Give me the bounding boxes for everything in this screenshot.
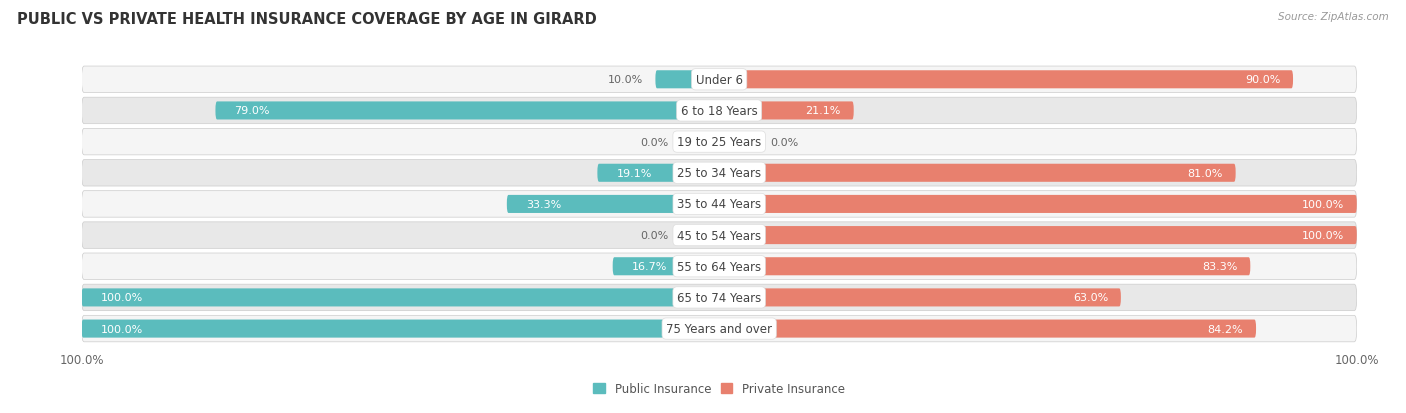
Text: 65 to 74 Years: 65 to 74 Years — [678, 291, 761, 304]
Text: 100.0%: 100.0% — [1302, 199, 1344, 209]
Text: 33.3%: 33.3% — [526, 199, 561, 209]
FancyBboxPatch shape — [82, 129, 1357, 155]
Text: 83.3%: 83.3% — [1202, 261, 1237, 272]
Text: 0.0%: 0.0% — [770, 137, 799, 147]
FancyBboxPatch shape — [720, 71, 1294, 89]
FancyBboxPatch shape — [82, 222, 1357, 249]
Text: 19 to 25 Years: 19 to 25 Years — [678, 136, 761, 149]
FancyBboxPatch shape — [82, 320, 720, 338]
FancyBboxPatch shape — [215, 102, 720, 120]
Text: 55 to 64 Years: 55 to 64 Years — [678, 260, 761, 273]
Text: 6 to 18 Years: 6 to 18 Years — [681, 104, 758, 118]
FancyBboxPatch shape — [82, 160, 1357, 187]
Text: 25 to 34 Years: 25 to 34 Years — [678, 167, 761, 180]
Text: 16.7%: 16.7% — [631, 261, 668, 272]
FancyBboxPatch shape — [82, 67, 1357, 93]
Text: PUBLIC VS PRIVATE HEALTH INSURANCE COVERAGE BY AGE IN GIRARD: PUBLIC VS PRIVATE HEALTH INSURANCE COVER… — [17, 12, 596, 27]
FancyBboxPatch shape — [720, 289, 1121, 307]
Text: 35 to 44 Years: 35 to 44 Years — [678, 198, 761, 211]
Text: 100.0%: 100.0% — [101, 324, 143, 334]
FancyBboxPatch shape — [720, 102, 853, 120]
Text: Under 6: Under 6 — [696, 74, 742, 87]
Text: Source: ZipAtlas.com: Source: ZipAtlas.com — [1278, 12, 1389, 22]
FancyBboxPatch shape — [720, 133, 758, 151]
Text: 0.0%: 0.0% — [640, 137, 668, 147]
FancyBboxPatch shape — [720, 195, 1357, 214]
FancyBboxPatch shape — [82, 285, 1357, 311]
Text: 84.2%: 84.2% — [1208, 324, 1243, 334]
FancyBboxPatch shape — [598, 164, 720, 183]
Text: 63.0%: 63.0% — [1073, 293, 1108, 303]
Text: 10.0%: 10.0% — [607, 75, 643, 85]
Text: 79.0%: 79.0% — [235, 106, 270, 116]
Text: 81.0%: 81.0% — [1188, 169, 1223, 178]
Legend: Public Insurance, Private Insurance: Public Insurance, Private Insurance — [593, 382, 845, 395]
FancyBboxPatch shape — [720, 164, 1236, 183]
FancyBboxPatch shape — [82, 191, 1357, 218]
FancyBboxPatch shape — [720, 320, 1256, 338]
FancyBboxPatch shape — [720, 258, 1250, 275]
FancyBboxPatch shape — [720, 226, 1357, 244]
Text: 100.0%: 100.0% — [101, 293, 143, 303]
Text: 75 Years and over: 75 Years and over — [666, 322, 772, 335]
Text: 21.1%: 21.1% — [806, 106, 841, 116]
FancyBboxPatch shape — [681, 133, 720, 151]
FancyBboxPatch shape — [613, 258, 720, 275]
Text: 19.1%: 19.1% — [616, 169, 652, 178]
FancyBboxPatch shape — [82, 316, 1357, 342]
FancyBboxPatch shape — [82, 254, 1357, 280]
FancyBboxPatch shape — [82, 289, 720, 307]
Text: 0.0%: 0.0% — [640, 230, 668, 240]
Text: 90.0%: 90.0% — [1244, 75, 1281, 85]
Text: 45 to 54 Years: 45 to 54 Years — [678, 229, 761, 242]
FancyBboxPatch shape — [506, 195, 720, 214]
FancyBboxPatch shape — [655, 71, 720, 89]
FancyBboxPatch shape — [82, 98, 1357, 124]
Text: 100.0%: 100.0% — [1302, 230, 1344, 240]
FancyBboxPatch shape — [681, 226, 720, 244]
